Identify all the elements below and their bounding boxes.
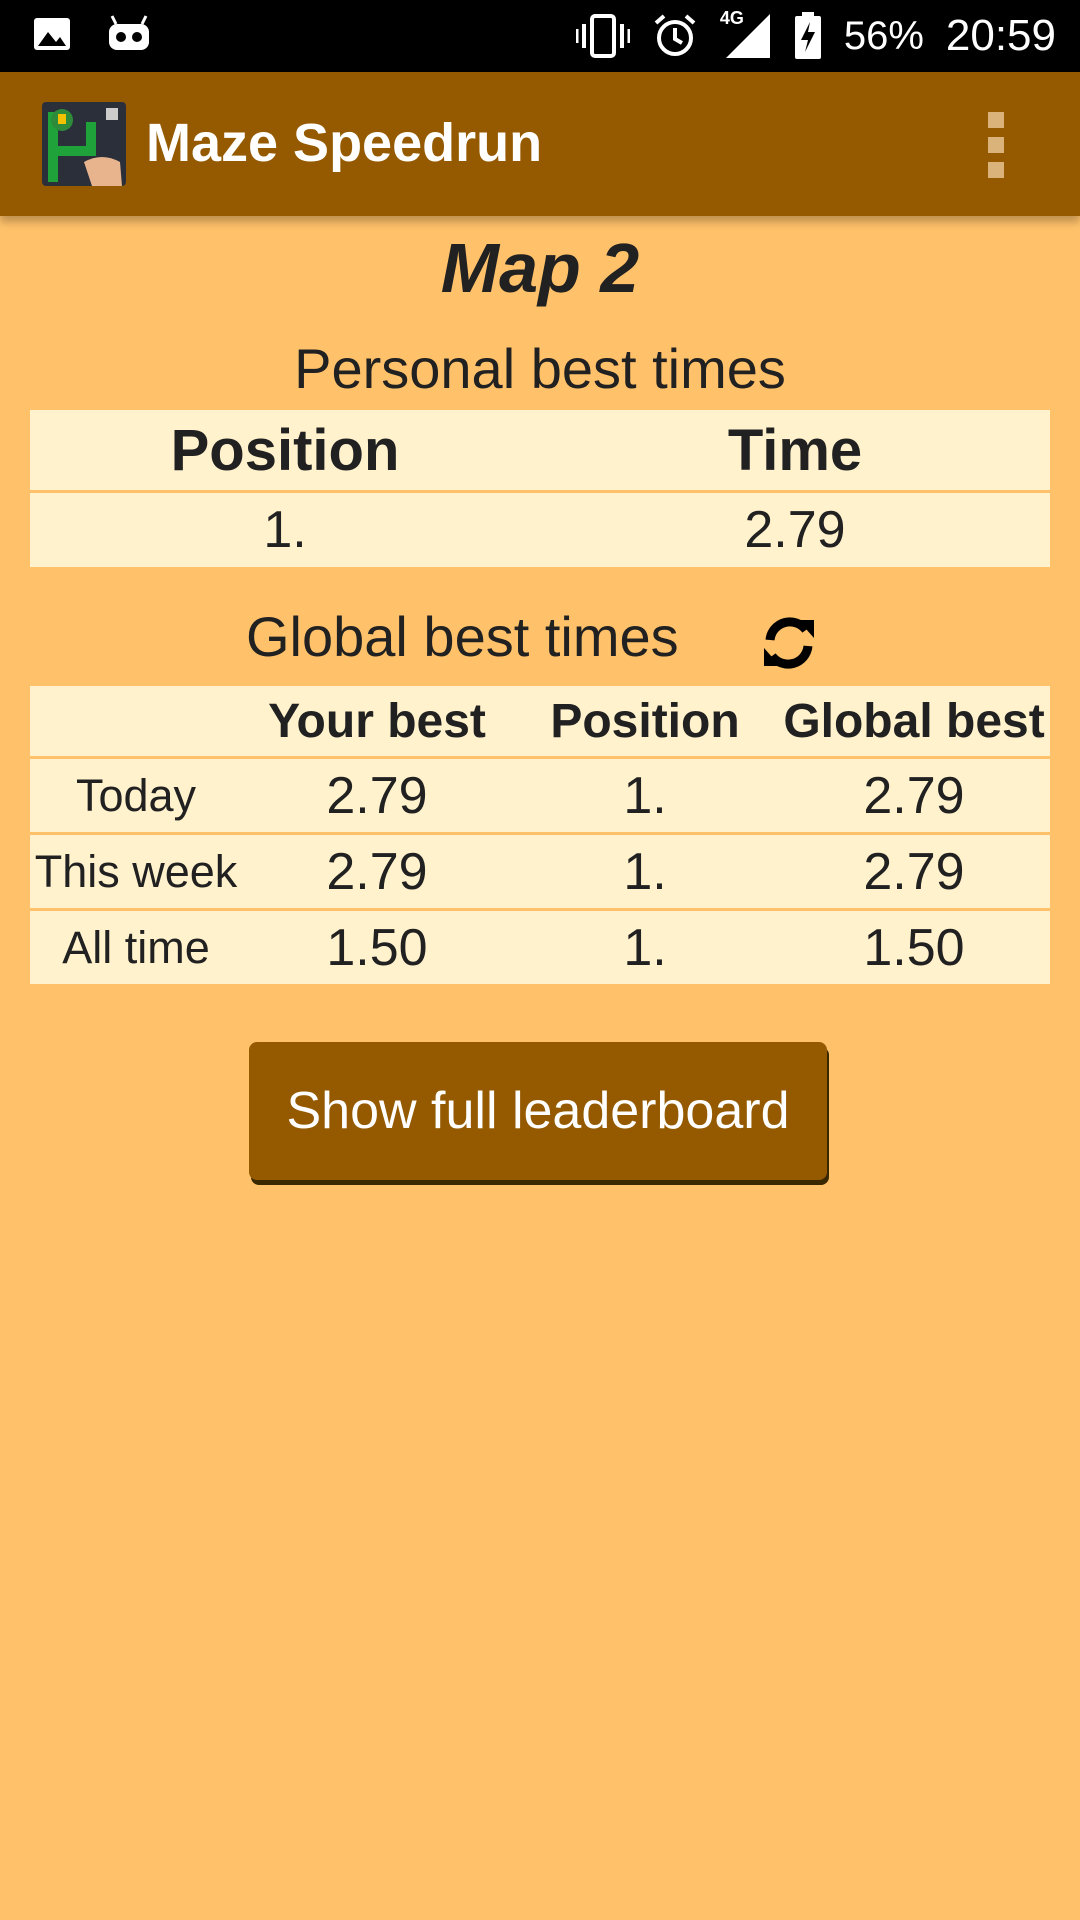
column-header bbox=[30, 686, 242, 758]
global-best-title: Global best times bbox=[246, 605, 679, 668]
show-full-leaderboard-button[interactable]: Show full leaderboard bbox=[249, 1042, 827, 1180]
battery-charging-icon bbox=[794, 12, 821, 59]
app-title: Maze Speedrun bbox=[146, 113, 543, 173]
alarm-icon bbox=[654, 14, 696, 56]
status-bar: 4G 56% 20:59 bbox=[0, 0, 1080, 72]
table-row: All time 1.50 1. 1.50 bbox=[30, 910, 1050, 985]
app-logo-icon bbox=[42, 102, 126, 186]
column-header: Your best bbox=[268, 694, 486, 748]
column-header: Time bbox=[727, 417, 863, 483]
table-cell: 1. bbox=[263, 501, 307, 559]
table-row: This week 2.79 1. 2.79 bbox=[30, 834, 1050, 910]
table-cell: 1. bbox=[623, 766, 667, 825]
vibrate-icon bbox=[575, 14, 630, 58]
column-header: Global best bbox=[783, 694, 1045, 748]
table-cell: 2.79 bbox=[863, 766, 965, 825]
column-header: Position bbox=[550, 694, 740, 748]
signal-icon: 4G bbox=[720, 8, 772, 60]
clock: 20:59 bbox=[945, 11, 1056, 60]
image-icon bbox=[34, 18, 70, 50]
personal-best-title: Personal best times bbox=[294, 337, 786, 400]
app-bar: Maze Speedrun bbox=[0, 72, 1080, 216]
android-debug-icon bbox=[109, 15, 149, 50]
table-cell: 2.79 bbox=[326, 842, 428, 901]
column-header: Position bbox=[170, 417, 400, 483]
table-cell: 1.50 bbox=[326, 918, 428, 977]
global-best-header: Global best times bbox=[0, 604, 1080, 684]
row-label: Today bbox=[75, 769, 197, 821]
table-cell: 1. bbox=[623, 918, 667, 977]
row-label: All time bbox=[62, 921, 210, 973]
table-row: Today 2.79 1. 2.79 bbox=[30, 758, 1050, 834]
network-type: 4G bbox=[719, 8, 744, 28]
table-header-row: Your best Position Global best bbox=[30, 686, 1050, 758]
table-cell: 2.79 bbox=[326, 766, 428, 825]
table-cell: 1. bbox=[623, 842, 667, 901]
table-header-row: Position Time bbox=[30, 410, 1050, 492]
personal-best-table: Position Time 1. 2.79 bbox=[30, 410, 1050, 567]
more-vert-icon[interactable] bbox=[984, 112, 1008, 180]
refresh-icon[interactable] bbox=[760, 614, 818, 672]
battery-percent: 56% bbox=[843, 13, 924, 58]
global-best-table: Your best Position Global best Today 2.7… bbox=[30, 686, 1050, 984]
row-label: This week bbox=[34, 845, 238, 897]
map-title: Map 2 bbox=[440, 229, 640, 307]
table-cell: 2.79 bbox=[744, 501, 846, 559]
table-cell: 2.79 bbox=[863, 842, 965, 901]
table-cell: 1.50 bbox=[863, 918, 965, 977]
table-row: 1. 2.79 bbox=[30, 492, 1050, 568]
